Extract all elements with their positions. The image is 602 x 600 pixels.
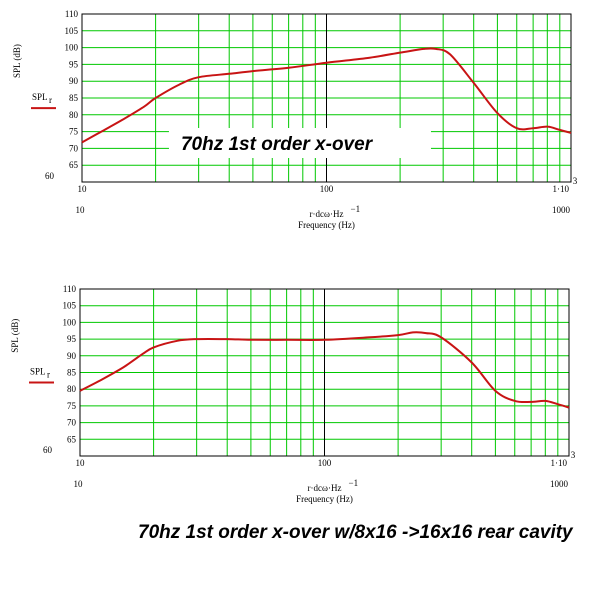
x-range-left: 10 xyxy=(74,479,84,489)
y-axis-label: SPL (dB) xyxy=(12,44,22,78)
chart-2: 110 105 100 95 90 85 80 75 70 65 60 SPL (dB) SPL r 10 1… xyxy=(10,284,576,504)
y-tick-label: 90 xyxy=(67,351,77,361)
legend-sub: r xyxy=(49,95,52,105)
title-bg xyxy=(168,128,431,158)
y-tick-label: 65 xyxy=(69,160,79,170)
x-tick-label: 1·10 xyxy=(553,184,570,194)
x-range-left: 10 xyxy=(76,205,86,215)
x-range-right: 1000 xyxy=(552,205,571,215)
legend-sub: r xyxy=(47,370,50,380)
x-axis-expr-sup: −1 xyxy=(349,478,359,488)
x-tick-exponent: 3 xyxy=(571,450,576,460)
y-tick-label: 80 xyxy=(67,384,77,394)
x-tick-label: 100 xyxy=(318,458,332,468)
y-tick-label: 110 xyxy=(65,9,79,19)
y-tick-label: 75 xyxy=(69,127,79,137)
y-tick-label: 95 xyxy=(69,59,79,69)
series-line xyxy=(79,331,570,409)
y-tick-label: 100 xyxy=(65,43,79,53)
x-tick-label: 1·10 xyxy=(551,458,568,468)
y-tick-label: 70 xyxy=(67,418,77,428)
y-tick-label: 85 xyxy=(67,368,77,378)
legend-label: SPL xyxy=(30,367,46,377)
y-tick-label: 65 xyxy=(67,434,77,444)
x-tick-label: 10 xyxy=(78,184,88,194)
x-tick-label: 100 xyxy=(320,184,334,194)
series-line xyxy=(81,47,572,144)
plot-frame xyxy=(81,13,572,183)
x-axis-label: Frequency (Hz) xyxy=(296,494,353,504)
y-tick-label: 75 xyxy=(67,401,77,411)
chart-title: 70hz 1st order x-over xyxy=(181,134,374,155)
x-tick-label: 10 xyxy=(76,458,86,468)
x-axis-expr-sup: −1 xyxy=(351,204,361,214)
y-tick-label: 95 xyxy=(67,334,77,344)
y-tick-label-low: 60 xyxy=(43,445,53,455)
y-tick-label: 80 xyxy=(69,110,79,120)
legend-label: SPL xyxy=(32,92,48,102)
y-tick-label: 70 xyxy=(69,143,79,153)
x-tick-exponent: 3 xyxy=(573,176,578,186)
x-axis-expr: r·dcω·Hz xyxy=(308,483,342,493)
y-tick-label: 100 xyxy=(63,317,77,327)
x-axis-expr: r·dcω·Hz xyxy=(310,209,344,219)
y-tick-label-low: 60 xyxy=(45,171,55,181)
y-tick-label: 105 xyxy=(65,26,79,36)
y-tick-label: 105 xyxy=(63,301,77,311)
x-axis-label: Frequency (Hz) xyxy=(298,220,355,230)
y-tick-label: 110 xyxy=(63,284,77,294)
y-axis-label: SPL (dB) xyxy=(10,319,20,353)
caption: 70hz 1st order x-over w/8x16 ->16x16 rea… xyxy=(138,522,573,543)
plot-frame xyxy=(79,288,570,457)
chart-1: 70hz 1st order x-over 110 105 100 95 90 85 80 75… xyxy=(12,9,578,230)
y-tick-label: 85 xyxy=(69,93,79,103)
x-range-right: 1000 xyxy=(550,479,569,489)
y-tick-label: 90 xyxy=(69,76,79,86)
